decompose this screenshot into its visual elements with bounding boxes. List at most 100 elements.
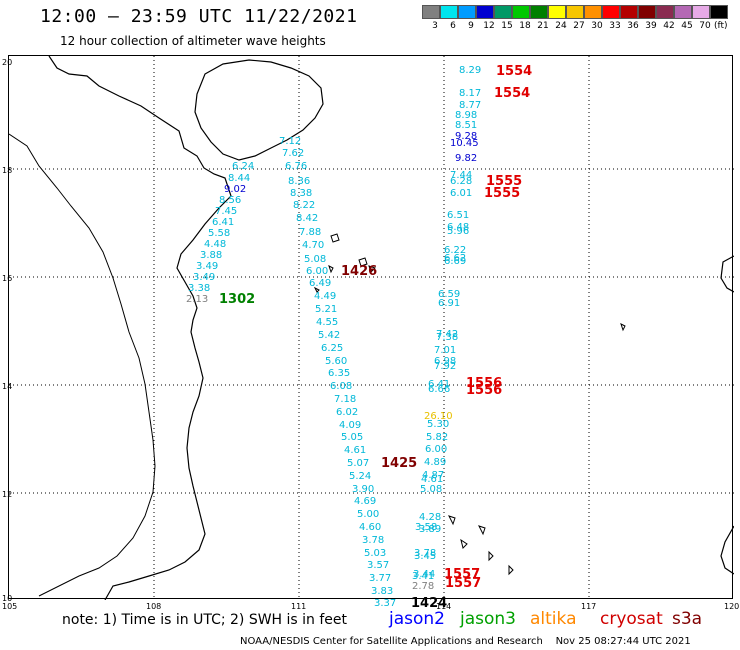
scale-swatch	[440, 5, 458, 19]
scale-swatch	[494, 5, 512, 19]
wave-height-value: 26.10	[424, 411, 453, 422]
wave-height-value: 5.42	[318, 330, 341, 341]
scale-label: 42	[663, 21, 675, 31]
longitude-label: 108	[146, 602, 162, 611]
wave-height-value: 5.58	[208, 228, 231, 239]
wave-height-value: 4.28	[419, 512, 442, 523]
pass-time-label: 1425	[381, 456, 418, 471]
wave-height-value: 6.91	[438, 298, 461, 309]
scale-swatch	[422, 5, 440, 19]
scale-swatch	[638, 5, 656, 19]
wave-height-value: 6.59	[438, 289, 461, 300]
wave-height-value: 3.89	[419, 524, 442, 535]
scale-swatch	[692, 5, 710, 19]
pass-time-label: 1554	[496, 64, 533, 79]
wave-height-value: 6.00	[425, 444, 448, 455]
pass-time-label: 1556	[466, 376, 503, 391]
wave-height-value: 4.87	[422, 470, 445, 481]
wave-height-value: 5.08	[420, 484, 443, 495]
wave-height-value: 5.08	[304, 254, 327, 265]
wave-height-value: 6.48	[447, 222, 470, 233]
wave-height-value: 3.90	[352, 484, 375, 495]
wave-height-value: 5.03	[364, 548, 387, 559]
wave-height-value: 6.76	[285, 161, 308, 172]
wave-height-value: 7.62	[282, 148, 305, 159]
palawan-coastline	[720, 525, 734, 575]
legend-item-jason2: jason2	[389, 609, 445, 629]
wave-height-value: 5.24	[349, 471, 372, 482]
longitude-label: 111	[291, 602, 307, 611]
wave-height-value: 6.62	[444, 253, 467, 264]
latitude-label: 14	[2, 382, 13, 391]
wave-height-value: 6.28	[450, 176, 473, 187]
coastline-map	[9, 56, 734, 600]
pass-time-label: 1554	[494, 86, 531, 101]
map-title: 12:00 – 23:59 UTC 11/22/2021	[40, 6, 358, 27]
wave-height-value: 3.38	[188, 283, 211, 294]
wave-height-value: 8.22	[293, 200, 316, 211]
wave-height-value: 6.49	[309, 278, 332, 289]
wave-height-value: 7.18	[334, 394, 357, 405]
wave-height-value: 3.83	[371, 586, 394, 597]
longitude-label: 120	[724, 602, 740, 611]
color-scale-unit: (ft)	[714, 21, 728, 31]
wave-height-value: 8.17	[459, 88, 482, 99]
wave-height-value: 3.49	[196, 261, 219, 272]
latitude-label: 12	[2, 490, 13, 499]
note-text: note: 1) Time is in UTC; 2) SWH is in fe…	[62, 612, 348, 628]
wave-height-value: 7.42	[436, 329, 459, 340]
pass-time-label: 1424	[411, 596, 448, 611]
scale-label: 21	[537, 21, 549, 31]
scale-swatch	[512, 5, 530, 19]
wave-height-value: 7.01	[434, 345, 457, 356]
spratly-islands	[448, 323, 626, 576]
laos-border	[9, 133, 156, 597]
map-subtitle: 12 hour collection of altimeter wave hei…	[60, 34, 326, 48]
wave-height-value: 8.56	[219, 195, 242, 206]
legend-item-cryosat: cryosat	[600, 609, 663, 629]
scale-label: 18	[519, 21, 531, 31]
wave-height-value: 5.30	[427, 419, 450, 430]
legend-item-jason3: jason3	[460, 609, 516, 629]
wave-height-value: 2.13	[186, 294, 209, 305]
wave-height-value: 9.02	[224, 184, 247, 195]
scale-label: 3	[432, 21, 438, 31]
scale-label: 24	[555, 21, 567, 31]
wave-height-value: 6.22	[444, 245, 467, 256]
wave-height-value: 4.09	[339, 420, 362, 431]
wave-height-value: 4.49	[314, 291, 337, 302]
wave-height-value: 6.25	[321, 343, 344, 354]
scale-label: 45	[681, 21, 693, 31]
scale-swatch	[710, 5, 728, 19]
scale-label: 9	[468, 21, 474, 31]
wave-height-value: 5.96	[447, 226, 470, 237]
wave-height-value: 5.00	[357, 509, 380, 520]
wave-height-value: 3.77	[369, 573, 392, 584]
wave-height-value: 3.45	[414, 551, 437, 562]
wave-height-value: 7.44	[450, 170, 473, 181]
longitude-label: 117	[581, 602, 597, 611]
pass-time-label: 1426	[341, 264, 378, 279]
wave-height-value: 7.92	[434, 361, 457, 372]
scale-label: 12	[483, 21, 495, 31]
pass-time-label: 1555	[486, 174, 523, 189]
pass-time-label: 1555	[484, 186, 521, 201]
wave-height-value: 8.44	[228, 173, 251, 184]
wave-height-value: 4.89	[424, 457, 447, 468]
wave-height-value: 6.02	[336, 407, 359, 418]
wave-height-value: 3.58	[415, 522, 438, 533]
pass-time-label: 1302	[219, 292, 256, 307]
scale-swatch	[674, 5, 692, 19]
wave-height-value: 9.82	[455, 153, 478, 164]
longitude-label: 114	[436, 602, 452, 611]
pass-time-label: 1556	[466, 383, 503, 398]
paracel-islands	[313, 233, 376, 293]
wave-height-value: 6.69	[444, 256, 467, 267]
wave-height-value: 6.98	[434, 356, 457, 367]
wave-height-value: 3.44	[413, 569, 436, 580]
wave-height-value: 3.78	[414, 548, 437, 559]
wave-height-value: 6.00	[306, 266, 329, 277]
scale-swatch	[476, 5, 494, 19]
scale-swatch	[602, 5, 620, 19]
wave-height-value: 6.24	[232, 161, 255, 172]
